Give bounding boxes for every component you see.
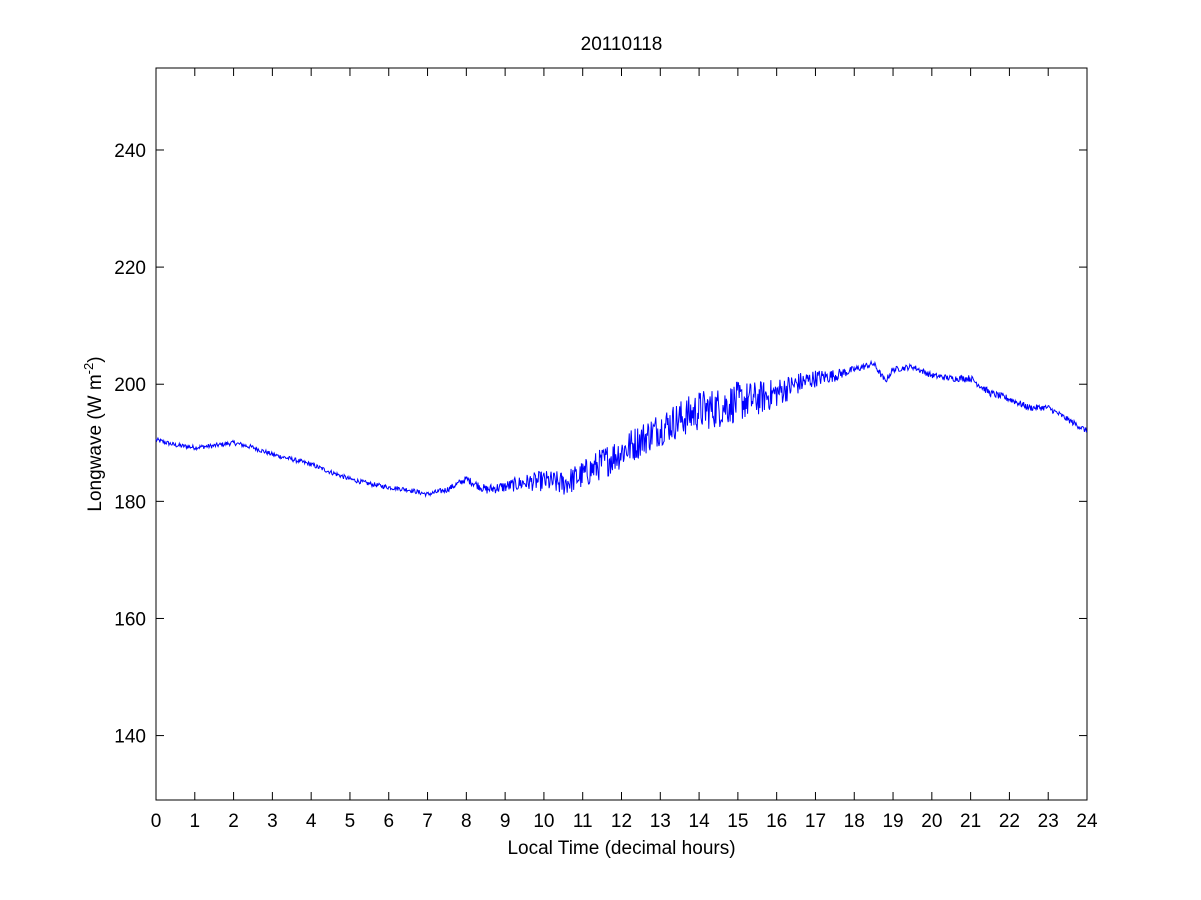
plot-area <box>155 67 1088 801</box>
x-tick-label: 23 <box>1038 811 1059 832</box>
x-tick-label: 24 <box>1076 811 1098 832</box>
x-tick-label: 13 <box>650 811 671 832</box>
x-tick-label: 11 <box>573 811 593 832</box>
x-tick-label: 21 <box>960 811 981 832</box>
x-tick-label: 9 <box>500 811 511 832</box>
series-line <box>155 359 1088 498</box>
x-tick-label: 2 <box>228 811 239 832</box>
y-axis-label-text: Longwave (W m <box>85 374 106 511</box>
x-tick-label: 5 <box>345 811 356 832</box>
x-tick-label: 1 <box>190 811 201 832</box>
x-tick-label: 3 <box>267 811 278 832</box>
x-tick-label: 20 <box>921 811 942 832</box>
x-tick-label: 8 <box>461 811 472 832</box>
x-tick-label: 18 <box>844 811 865 832</box>
y-axis: 140 160 180 200 220 240 <box>114 141 1087 748</box>
x-tick-label: 12 <box>611 811 632 832</box>
y-axis-label: Longwave (W m-2) <box>81 356 106 511</box>
y-tick-label: 160 <box>114 609 146 630</box>
y-tick-label: 140 <box>114 727 146 748</box>
y-axis-label-close: ) <box>85 356 106 362</box>
x-tick-label: 16 <box>766 811 787 832</box>
x-tick-label: 0 <box>151 811 162 832</box>
x-tick-label: 6 <box>383 811 394 832</box>
x-tick-label: 22 <box>999 811 1020 832</box>
x-tick-label: 19 <box>882 811 903 832</box>
y-tick-label: 180 <box>114 492 146 513</box>
x-tick-label: 4 <box>306 811 317 832</box>
x-tick-label: 7 <box>422 811 433 832</box>
y-tick-label: 220 <box>114 258 146 279</box>
chart-title: 20110118 <box>581 34 663 55</box>
y-tick-label: 240 <box>114 141 146 162</box>
x-tick-label: 17 <box>805 811 826 832</box>
x-axis-label: Local Time (decimal hours) <box>507 838 735 859</box>
x-tick-label: 15 <box>727 811 748 832</box>
y-tick-label: 200 <box>114 375 146 396</box>
y-axis-label-superscript: -2 <box>81 363 96 375</box>
x-axis: 0 1 2 3 4 5 6 7 8 9 10 11 12 13 14 15 16 17 18 19 20 21 22 23 24 <box>151 68 1098 832</box>
x-tick-label: 14 <box>689 811 711 832</box>
x-tick-label: 10 <box>533 811 554 832</box>
